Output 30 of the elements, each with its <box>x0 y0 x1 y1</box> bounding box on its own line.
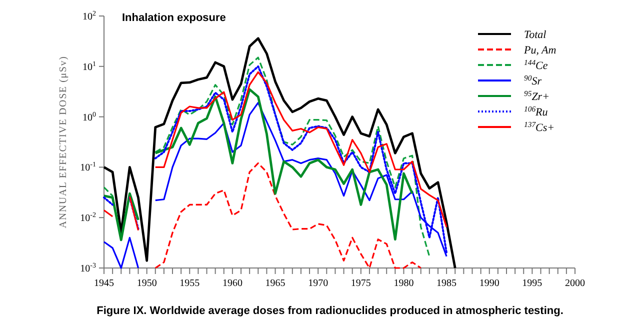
x-tick-label: 1965 <box>265 278 286 289</box>
x-tick-label: 1945 <box>94 278 114 289</box>
x-tick-label: 1970 <box>308 278 328 289</box>
legend-label: $^{106}$Ru <box>524 104 548 118</box>
x-tick-label: 1975 <box>350 278 371 289</box>
chart-title: Inhalation exposure <box>122 12 226 24</box>
x-tick-label: 2000 <box>565 278 585 289</box>
line-series <box>154 162 422 269</box>
y-axis-title: ANNUAL EFFECTIVE DOSE (μSv) <box>58 56 69 228</box>
legend-label: $^{90}$Sr <box>524 72 542 88</box>
x-tick-label: 1960 <box>222 278 242 289</box>
x-tick-label: 1985 <box>436 278 457 289</box>
legend-label: $^{144}$Ce <box>524 57 548 72</box>
x-tick-label: 1980 <box>394 278 414 289</box>
y-tick-label: 10$^{-1}$ <box>80 160 96 174</box>
x-tick-label: 1995 <box>522 278 542 289</box>
x-tick-label: 1950 <box>136 278 157 289</box>
y-tick-label: 10$^{-2}$ <box>80 211 96 224</box>
y-tick-label: 10$^{0}$ <box>82 110 96 124</box>
line-series <box>102 37 456 270</box>
legend-label: Total <box>524 28 546 41</box>
x-tick-label: 1990 <box>479 278 500 289</box>
y-tick-label: 10$^{1}$ <box>82 60 96 73</box>
text: Figure IX. Worldwide average doses from radionuclides produced in atmospheric testing. <box>96 305 564 317</box>
y-tick-label: 10$^{-3}$ <box>80 262 96 274</box>
legend-label: Pu, Am <box>523 44 556 56</box>
x-tick-label: 1955 <box>180 278 200 289</box>
legend-label: $^{95}$Zr+ <box>524 88 550 103</box>
y-tick-label: 10$^{2}$ <box>82 10 96 22</box>
legend-label: $^{137}$Cs+ <box>524 119 555 134</box>
